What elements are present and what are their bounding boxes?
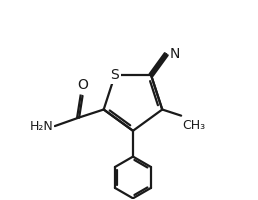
Text: S: S	[110, 68, 119, 82]
Text: CH₃: CH₃	[182, 119, 205, 132]
Text: O: O	[77, 78, 88, 92]
Text: N: N	[170, 47, 180, 61]
Text: H₂N: H₂N	[30, 120, 54, 133]
